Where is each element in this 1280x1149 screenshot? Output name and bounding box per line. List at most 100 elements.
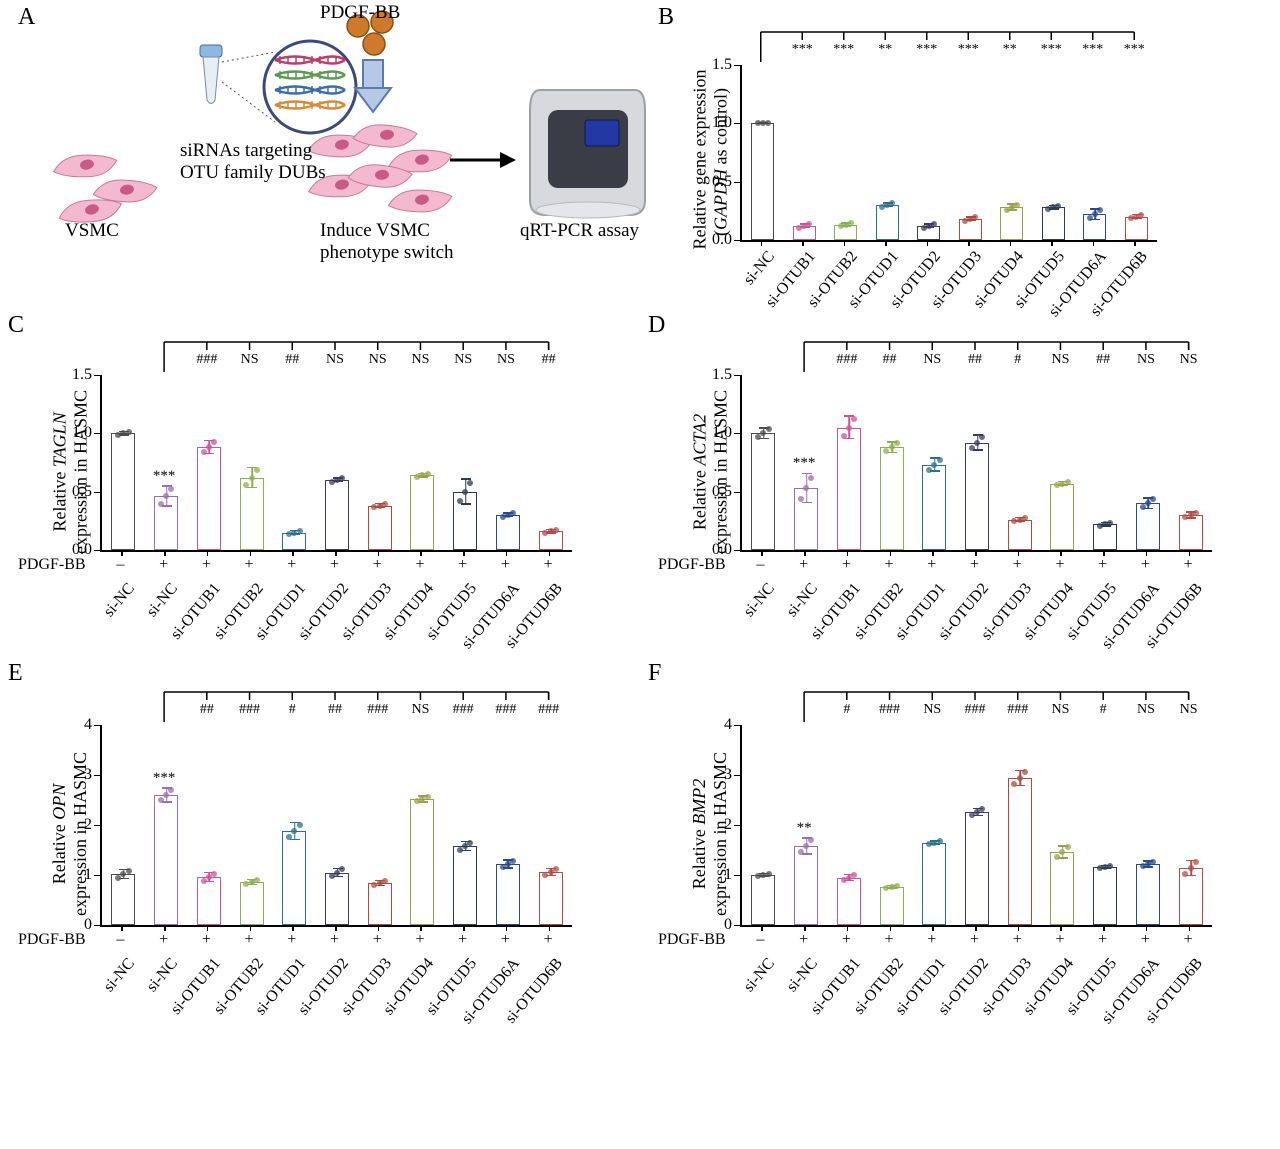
data-point [1193,510,1199,516]
data-point [382,878,388,884]
pdgf-value: + [245,556,254,574]
data-point [931,221,937,227]
plot-area: 0.00.51.01.5 [100,375,572,552]
pdgf-value: + [970,931,979,949]
y-tick [94,875,102,876]
significance-label: NS [412,352,430,368]
pdgf-value: + [415,556,424,574]
data-point [937,457,943,463]
pdgf-value: + [1141,556,1150,574]
data-point [1017,775,1023,781]
data-point [382,501,388,507]
plot-area: 01234 [100,725,572,927]
significance-label: ### [239,702,260,718]
data-point [808,837,814,843]
y-tick-label: 1.5 [712,56,732,74]
data-point [1022,515,1028,521]
y-tick [94,375,102,376]
bar [751,433,775,550]
data-point [1107,863,1113,869]
bar [751,875,775,925]
significance-label: NS [1052,702,1070,718]
pdgf-value: + [1055,931,1064,949]
pdgf-row-label: PDGF-BB [658,931,726,949]
bar [922,465,946,550]
data-point [1055,203,1061,209]
significance-label: ** [1003,42,1017,58]
pdgf-value: + [544,931,553,949]
pdgf-value: + [799,931,808,949]
pdgf-value: + [159,931,168,949]
data-point [1011,781,1017,787]
significance-label: *** [1041,42,1062,58]
data-point [553,527,559,533]
bar [1093,524,1117,550]
pdgf-value: + [1184,931,1193,949]
data-point [158,797,164,803]
bar [368,883,392,925]
bar [368,506,392,550]
bar [240,478,264,550]
bar [154,795,178,925]
panel-label-b: B [658,4,674,31]
bar [197,877,221,925]
data-point [126,868,132,874]
y-tick [734,550,742,551]
panel-d-chart: 0.00.51.01.5Relative ACTA2expression in … [740,330,1280,705]
bar [965,443,989,550]
significance-label: *** [153,468,176,485]
data-point [211,871,217,877]
y-tick [94,775,102,776]
data-point [1193,859,1199,865]
significance-label: NS [497,352,515,368]
x-tick-label: si-NC [784,580,822,621]
data-point [1065,844,1071,850]
y-tick [94,925,102,926]
pdgf-row-label: PDGF-BB [18,931,86,949]
significance-label: ### [367,702,388,718]
bar [1000,207,1023,240]
data-point [1097,207,1103,213]
bar [1136,864,1160,925]
data-point [467,480,473,486]
panel-c-chart: 0.00.51.01.5Relative TAGLNexpression in … [100,330,690,705]
pdgf-value: + [373,931,382,949]
significance-label: NS [1137,702,1155,718]
significance-label: ### [836,352,857,368]
y-axis-title: Relative gene expression(GAPDH as contro… [689,74,731,249]
data-point [803,485,809,491]
x-tick-label: si-NC [740,248,778,289]
bar [111,874,135,925]
data-point [254,467,260,473]
data-point [339,866,345,872]
data-point [1150,859,1156,865]
data-point [851,416,857,422]
bar [282,831,306,925]
qrtpcr-label: qRT-PCR assay [520,220,639,242]
data-point [243,482,249,488]
y-axis-title: Relative OPNexpression in HASMC [49,734,91,934]
bar [1050,852,1074,925]
bar [751,123,774,240]
significance-label: ## [883,352,897,368]
significance-label: ## [285,352,299,368]
data-point [211,439,217,445]
pdgf-value: + [373,556,382,574]
plot-area: 0.00.51.01.5 [740,65,1157,242]
data-point [798,496,804,502]
data-point [1022,769,1028,775]
data-point [163,493,169,499]
bar [880,447,904,550]
significance-label: *** [958,42,979,58]
significance-label: ## [328,702,342,718]
data-point [765,120,771,126]
bar [965,812,989,925]
pdgf-value: + [159,556,168,574]
pdgf-value: + [1055,556,1064,574]
panel-a-schematic: PDGF-BB VSMC siRNAs targeting OTU family… [50,10,650,270]
data-point [889,200,895,206]
x-tick-label: si-NC [784,955,822,996]
pdgf-value: + [1013,556,1022,574]
pdgf-value: + [1184,556,1193,574]
pdgf-value: + [885,931,894,949]
